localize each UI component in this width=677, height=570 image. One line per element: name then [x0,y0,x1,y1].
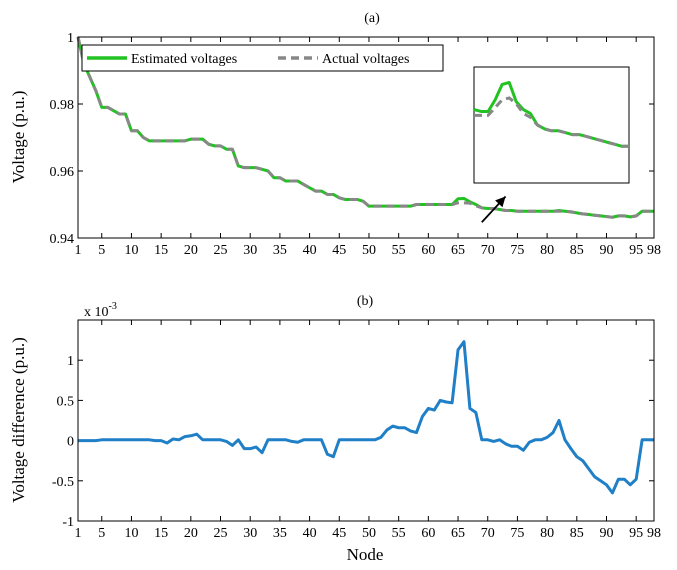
panel-a-xtick-label: 60 [421,243,435,258]
panel-b-frame [77,319,655,522]
panel-b-multiplier: x 10-3 [84,301,117,320]
panel-b-xtick-label: 70 [481,526,495,541]
panel-b-ytick-label: 0 [67,435,74,450]
panel-b-xtick-label: 90 [599,526,613,541]
panel-a-title: (a) [364,11,380,26]
panel-a-legend: Estimated voltages Actual voltages [81,44,444,72]
panel-a-xtick-label: 90 [599,243,613,258]
panel-b-xtick-label: 40 [303,526,317,541]
series-voltage-difference-line [78,340,654,495]
panel-b-xtick-label: 60 [421,526,435,541]
legend-box [81,44,444,72]
pointer-arrowhead [495,196,506,208]
panel-a-ytick-label: 0.94 [50,232,75,247]
panel-a-ylabel: Voltage (p.u.) [9,91,28,184]
panel-b-xtick-label: 80 [540,526,554,541]
panel-a-xtick-label: 40 [303,243,317,258]
panel-b-xtick-label: 20 [184,526,198,541]
series-actual-voltages-line [76,36,654,219]
legend-estimated-label: Estimated voltages [131,52,237,67]
panel-b-title: (b) [357,294,374,309]
panel-b-axis-ticks: 1 5 10 15 20 25 30 35 40 45 50 55 60 65 70 75 80 85 90 95 98… [52,320,661,541]
panel-a-xtick-label: 45 [332,243,346,258]
panel-a-xtick-label: 85 [570,243,584,258]
panel-b-xtick-label: 55 [392,526,406,541]
panel-b-ytick-label: -1 [62,515,74,530]
panel-a-xtick-label: 5 [98,243,105,258]
panel-b-xlabel: Node [347,545,384,564]
panel-b-ytick-label: 1 [67,354,74,369]
panel-b-ytick-label: -0.5 [52,475,74,490]
panel-b-xtick-label: 98 [647,526,661,541]
panel-a-inset [473,66,630,184]
panel-a-xtick-label: 80 [540,243,554,258]
panel-a-ytick-label: 1 [67,31,74,46]
panel-a-series [76,36,654,219]
panel-b-xtick-label: 10 [124,526,138,541]
panel-a-xtick-label: 15 [154,243,168,258]
panel-a-xtick-label: 25 [214,243,228,258]
panel-b-chart: (b) x 10-3 1 5 10 15 20 25 30 35 40 45 50 55 60 65 70 7… [9,294,661,564]
panel-b-xtick-label: 45 [332,526,346,541]
panel-b-xtick-label: 95 [629,526,643,541]
panel-b-xtick-label: 75 [510,526,524,541]
panel-b-ylabel: Voltage difference (p.u.) [9,337,28,503]
panel-a-xtick-label: 65 [451,243,465,258]
panel-a-xtick-label: 98 [647,243,661,258]
panel-b-xtick-label: 5 [98,526,105,541]
panel-a-xtick-label: 1 [75,243,82,258]
panel-a-xtick-label: 55 [392,243,406,258]
panel-a-xtick-label: 10 [124,243,138,258]
panel-b-xtick-label: 35 [273,526,287,541]
panel-a-xtick-label: 95 [629,243,643,258]
panel-b-series [78,340,654,495]
panel-a-xtick-label: 20 [184,243,198,258]
panel-a-xtick-label: 70 [481,243,495,258]
panel-b-ytick-label: 0.5 [57,394,75,409]
panel-a-xtick-label: 50 [362,243,376,258]
panel-a-frame [77,36,655,239]
panel-a-xtick-label: 30 [243,243,257,258]
panel-b-xtick-label: 30 [243,526,257,541]
legend-actual-label: Actual voltages [322,52,409,67]
panel-a-xtick-label: 75 [510,243,524,258]
panel-a-ytick-label: 0.96 [50,165,75,180]
panel-b-xtick-label: 50 [362,526,376,541]
panel-b-xtick-label: 1 [75,526,82,541]
panel-a-chart: (a) 1 5 10 15 20 25 30 35 40 45 50 55 60 65 70 75 80 85 90… [9,11,661,258]
panel-b-plot-area [78,320,654,521]
panel-a-xtick-label: 35 [273,243,287,258]
panel-b-xtick-label: 65 [451,526,465,541]
panel-a-ytick-label: 0.98 [50,98,75,113]
panel-b-xtick-label: 85 [570,526,584,541]
panel-b-xtick-label: 25 [214,526,228,541]
panel-b-xtick-label: 15 [154,526,168,541]
inset-pointer-arrow [481,195,507,223]
inset-actual-line [474,96,629,148]
panel-a-axis-ticks: 1 5 10 15 20 25 30 35 40 45 50 55 60 65 70 75 80 85 90 95 98… [50,31,662,258]
inset-frame [473,66,630,184]
